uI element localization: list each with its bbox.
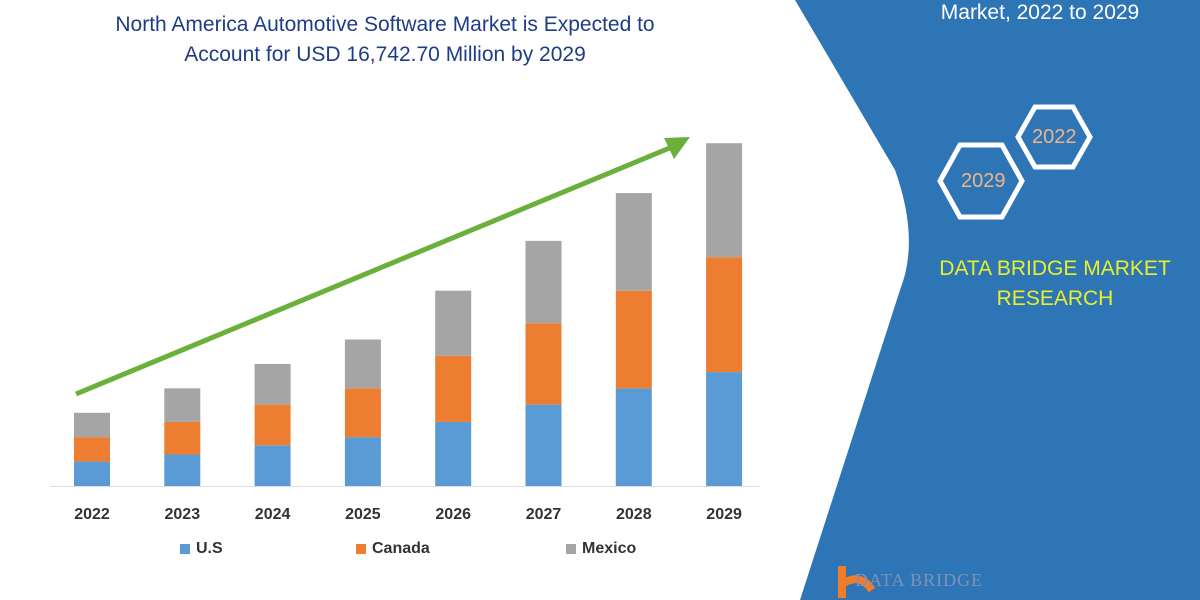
x-tick-label: 2022 bbox=[74, 506, 110, 523]
bar-segment-mexico-2023 bbox=[164, 388, 201, 422]
bar-segment-canada-2029 bbox=[706, 257, 743, 373]
bar-segment-mexico-2028 bbox=[615, 193, 652, 291]
panel-title: Market, 2022 to 2029 bbox=[940, 1, 1140, 24]
legend-label: U.S bbox=[196, 540, 223, 557]
x-tick-label: 2025 bbox=[345, 506, 381, 523]
legend-item-us: U.S bbox=[180, 540, 223, 558]
bar-segment-us-2026 bbox=[435, 421, 472, 486]
bar-segment-canada-2024 bbox=[254, 404, 291, 446]
bar-segment-mexico-2025 bbox=[344, 339, 381, 389]
bar-segment-mexico-2027 bbox=[525, 240, 562, 324]
bar-segment-mexico-2024 bbox=[254, 363, 291, 405]
x-tick-label: 2028 bbox=[616, 506, 652, 523]
hexagon-2029 bbox=[937, 142, 1025, 220]
hexagon-2022 bbox=[1015, 104, 1093, 170]
legend-swatch bbox=[566, 544, 576, 554]
bar-segment-us-2025 bbox=[344, 437, 381, 486]
x-tick-label: 2026 bbox=[435, 506, 471, 523]
title-line-1: North America Automotive Software Market… bbox=[115, 13, 655, 36]
logo-text: DATA BRIDGE bbox=[855, 570, 984, 590]
legend-item-mexico: Mexico bbox=[566, 540, 636, 558]
legend-item-canada: Canada bbox=[356, 540, 430, 558]
bar-segment-canada-2025 bbox=[344, 388, 381, 438]
chart-title: North America Automotive Software Market… bbox=[40, 10, 730, 70]
legend-label: Canada bbox=[372, 540, 430, 557]
x-tick-label: 2023 bbox=[165, 506, 201, 523]
brand-line-1: DATA BRIDGE MARKET bbox=[939, 257, 1171, 280]
bar-segment-mexico-2022 bbox=[74, 412, 110, 438]
x-tick-label: 2029 bbox=[706, 506, 742, 523]
bar-segment-us-2028 bbox=[615, 388, 652, 486]
bar-segment-us-2027 bbox=[525, 404, 562, 486]
legend-label: Mexico bbox=[582, 540, 637, 557]
brand-text: DATA BRIDGE MARKET RESEARCH bbox=[905, 254, 1200, 314]
chart: 2022 2023 2024 2025 2026 2027 2028 2029 bbox=[50, 137, 760, 523]
bar-segment-canada-2027 bbox=[525, 323, 562, 405]
bar-segment-mexico-2029 bbox=[706, 143, 743, 258]
bar-segment-us-2022 bbox=[74, 461, 110, 486]
bar-segment-canada-2026 bbox=[435, 355, 472, 422]
brand-line-2: RESEARCH bbox=[996, 287, 1114, 310]
bar-segment-canada-2023 bbox=[164, 421, 201, 455]
bar-segment-us-2023 bbox=[164, 454, 201, 486]
bar-segment-canada-2022 bbox=[74, 437, 110, 462]
legend-swatch bbox=[180, 544, 190, 554]
title-line-2: Account for USD 16,742.70 Million by 202… bbox=[184, 43, 586, 66]
bar-segment-us-2024 bbox=[254, 445, 291, 486]
x-tick-label: 2027 bbox=[526, 506, 562, 523]
blue-panel bbox=[795, 0, 1200, 600]
logo-icon bbox=[838, 566, 876, 598]
trend-arrow-line bbox=[75, 144, 673, 397]
hex-label-2022: 2022 bbox=[1032, 126, 1077, 148]
bar-segment-us-2029 bbox=[706, 372, 743, 486]
hex-label-2029: 2029 bbox=[961, 170, 1006, 192]
bar-segment-canada-2028 bbox=[615, 290, 652, 389]
legend-swatch bbox=[356, 544, 366, 554]
bar-segment-mexico-2026 bbox=[435, 290, 472, 356]
trend-arrow-head-icon bbox=[664, 137, 690, 159]
x-tick-label: 2024 bbox=[255, 506, 291, 523]
